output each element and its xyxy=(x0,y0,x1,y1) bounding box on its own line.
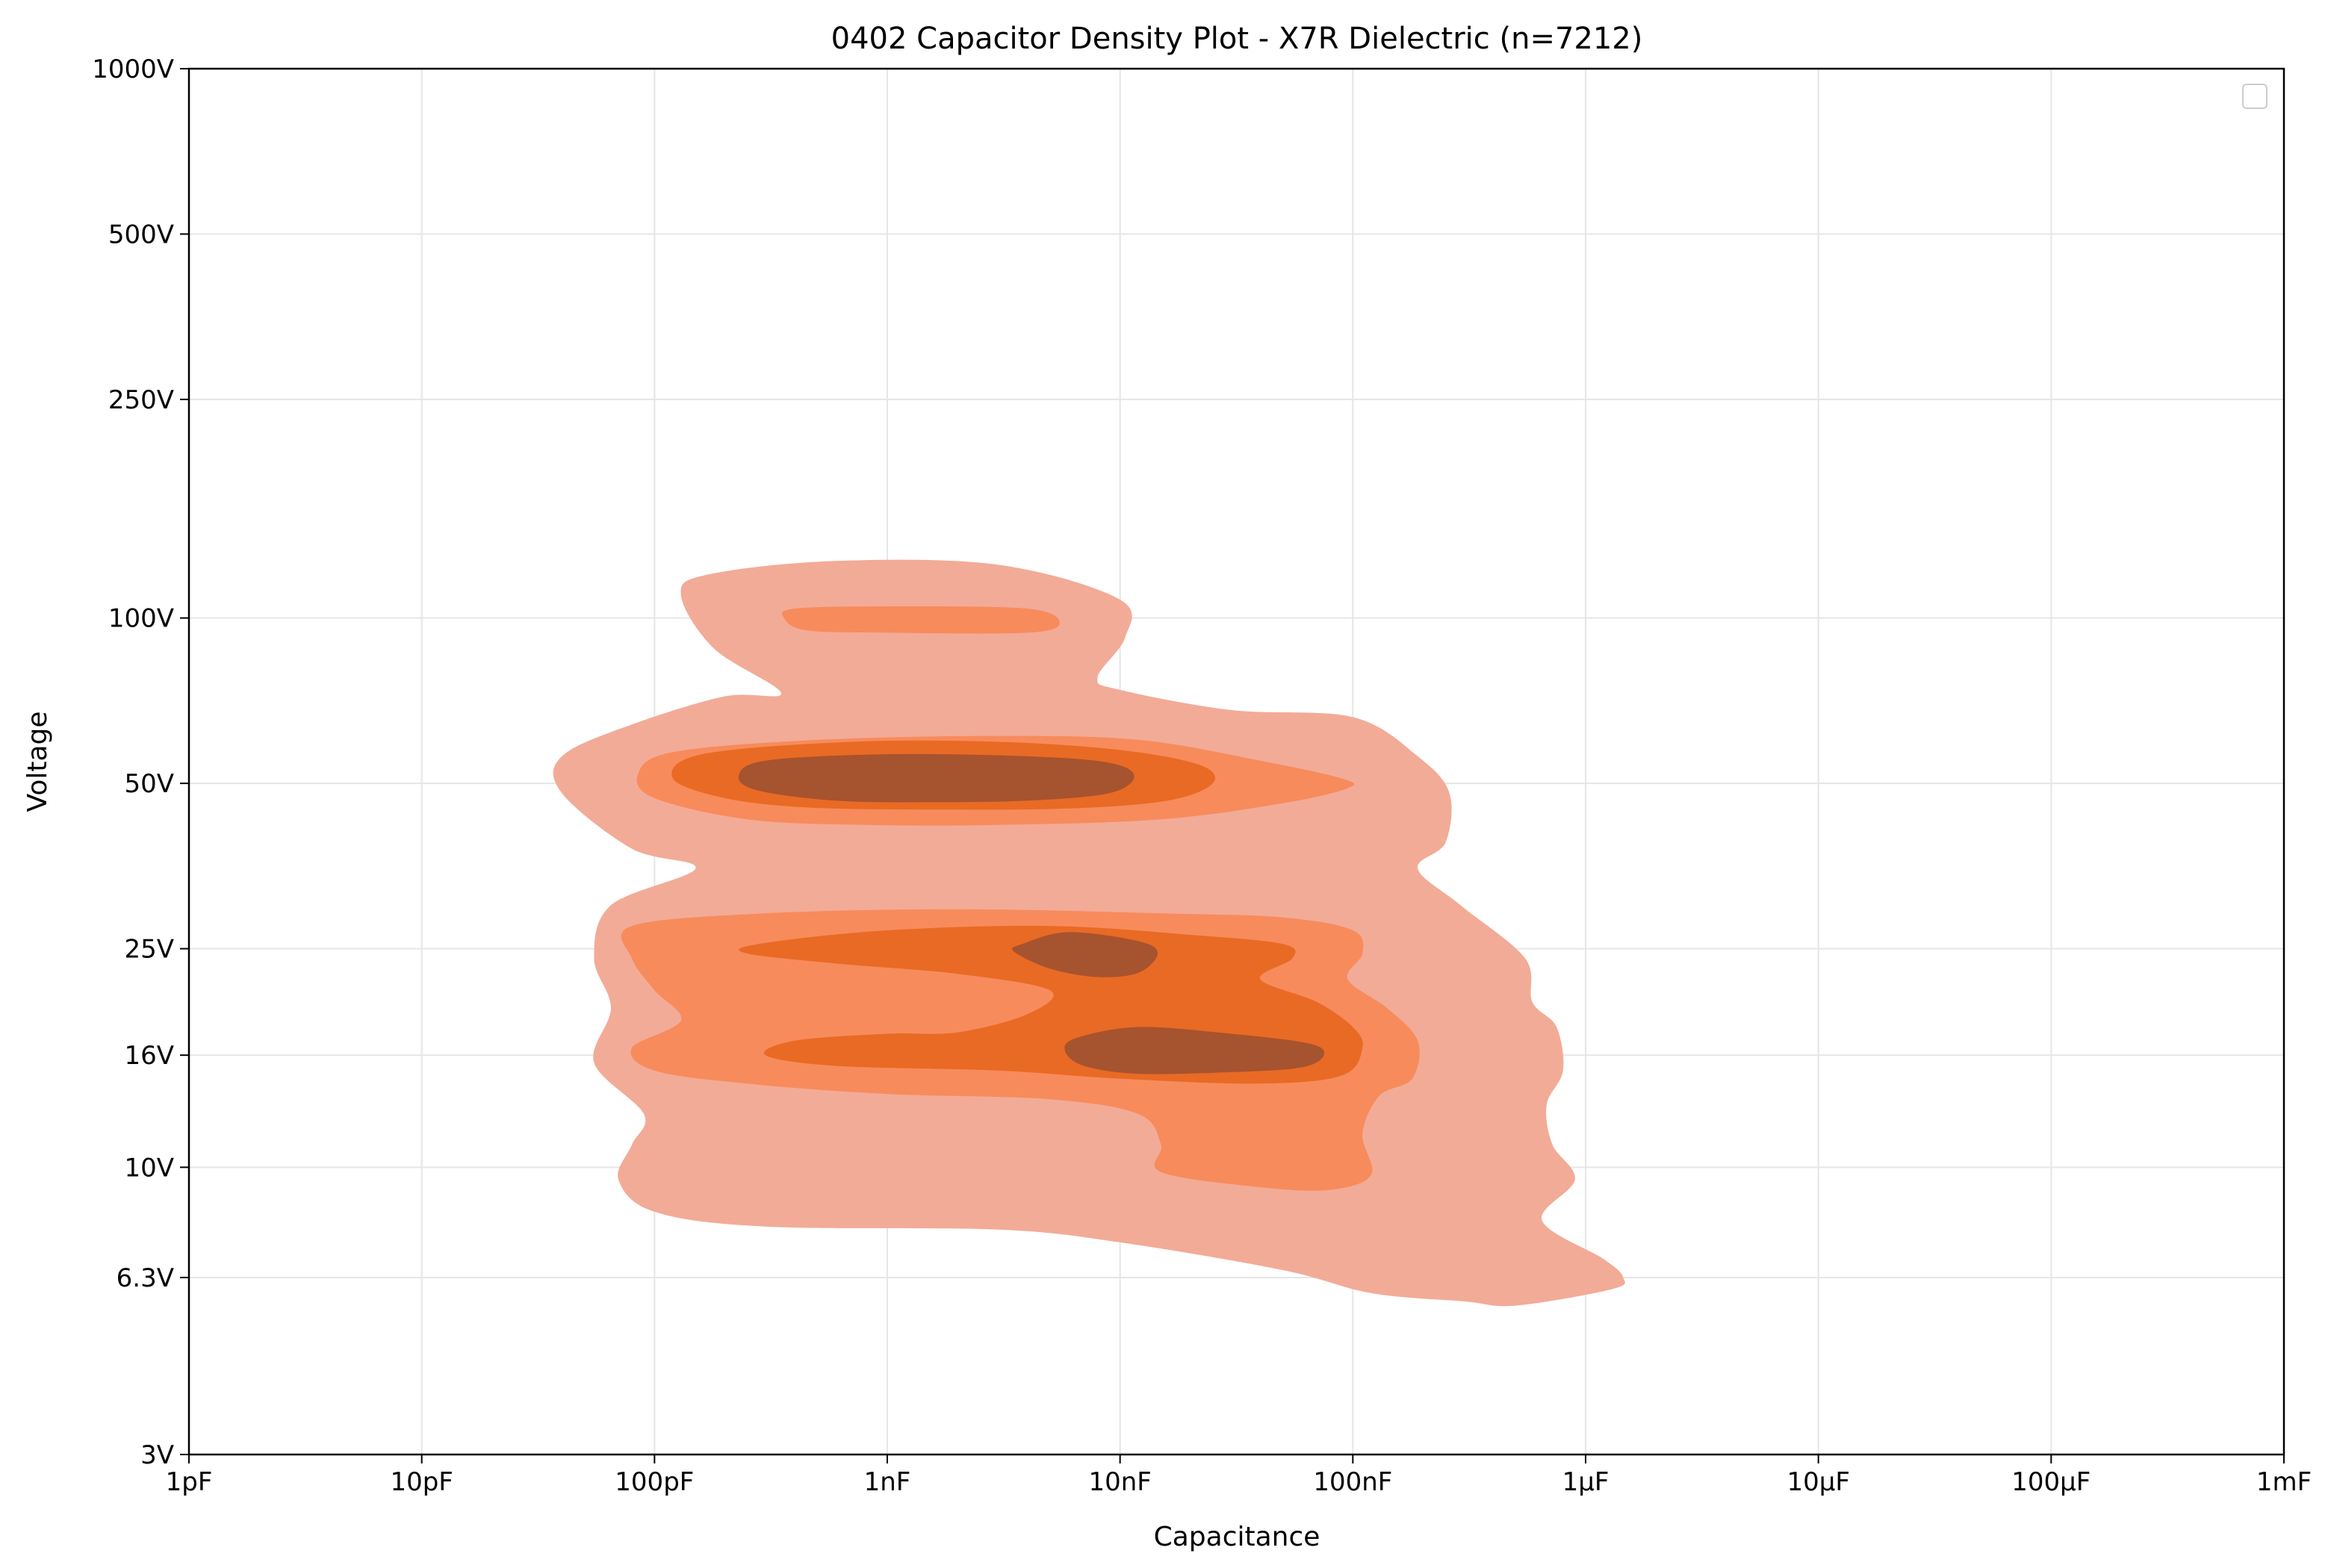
y-tick-label: 10V xyxy=(124,1153,174,1183)
axes-frame xyxy=(187,67,2285,1456)
x-axis-label: Capacitance xyxy=(1154,1522,1320,1552)
x-tick-label: 100µF xyxy=(2011,1467,2090,1497)
y-tick-label: 3V xyxy=(140,1440,174,1470)
x-tick-label: 10pF xyxy=(390,1467,453,1497)
density-regions xyxy=(553,559,1625,1307)
y-axis-ticks: 3V 6.3V 10V 16V 25V 50V 100V 250V 500V 1000V xyxy=(92,55,189,1470)
y-tick-label: 1000V xyxy=(92,55,174,84)
x-tick-label: 1µF xyxy=(1562,1467,1610,1497)
x-tick-label: 1nF xyxy=(864,1467,911,1497)
y-axis-label: Voltage xyxy=(22,711,53,812)
x-tick-label: 10µF xyxy=(1787,1467,1849,1497)
y-tick-label: 100V xyxy=(108,604,174,634)
y-tick-label: 6.3V xyxy=(117,1263,174,1293)
density-region-mid-upper-patch xyxy=(781,606,1060,634)
x-tick-label: 100pF xyxy=(615,1467,694,1497)
density-region-core-50V xyxy=(738,753,1134,803)
density-region-core-25V xyxy=(1011,932,1158,977)
x-axis-ticks: 1pF 10pF 100pF 1nF 10nF 100nF 1µF 10µF 100µF 1mF xyxy=(166,1455,2312,1497)
y-tick-label: 500V xyxy=(108,220,174,249)
legend-box xyxy=(2242,84,2268,109)
y-tick-label: 16V xyxy=(124,1041,174,1071)
y-tick-label: 250V xyxy=(108,385,174,415)
x-tick-label: 1mF xyxy=(2256,1467,2312,1497)
y-tick-label: 50V xyxy=(124,769,174,799)
y-tick-label: 25V xyxy=(124,935,174,965)
x-tick-label: 1pF xyxy=(166,1467,213,1497)
density-region-core-16V xyxy=(1064,1027,1325,1074)
chart-title: 0402 Capacitor Density Plot - X7R Dielec… xyxy=(831,22,1643,56)
x-tick-label: 100nF xyxy=(1313,1467,1392,1497)
x-tick-label: 10nF xyxy=(1088,1467,1151,1497)
